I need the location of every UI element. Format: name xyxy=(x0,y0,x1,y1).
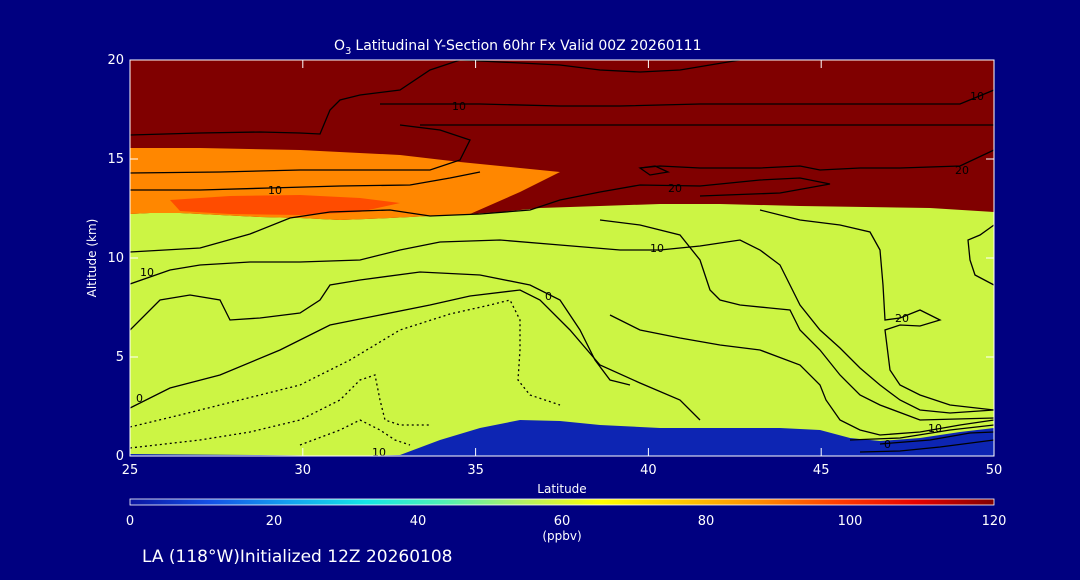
colorbar-tick-label: 40 xyxy=(410,514,427,529)
contour-lines xyxy=(130,60,994,453)
x-tick-label: 30 xyxy=(295,463,312,478)
contour-line xyxy=(638,165,671,176)
contour-line xyxy=(859,439,994,453)
contour-line xyxy=(130,289,701,421)
contour-line xyxy=(130,60,461,136)
colorbar-tick-label: 60 xyxy=(554,514,571,529)
y-tick-label: 10 xyxy=(107,251,124,266)
surface-terrain xyxy=(130,420,994,456)
contour-label: 20 xyxy=(895,312,909,325)
contour-label: 0 xyxy=(884,438,891,451)
contour-label: 0 xyxy=(136,392,143,405)
x-tick-label: 45 xyxy=(813,463,830,478)
contour-line xyxy=(879,431,994,445)
contour-line xyxy=(130,124,471,174)
y-tick-label: 5 xyxy=(116,350,124,365)
contour-label: 10 xyxy=(650,242,664,255)
contour-label: 10 xyxy=(452,100,466,113)
x-tick-label: 50 xyxy=(986,463,1003,478)
contour-label: 0 xyxy=(545,290,552,303)
y-tick-label: 20 xyxy=(107,53,124,68)
colorbar-tick-label: 0 xyxy=(126,514,134,529)
contour-label: 10 xyxy=(140,266,154,279)
y-axis-label: Altitude (km) xyxy=(85,219,99,298)
contour-line xyxy=(459,60,741,73)
contour-line xyxy=(130,299,561,428)
y-tick-label: 15 xyxy=(107,152,124,167)
title-text: Latitudinal Y-Section 60hr Fx Valid 00Z … xyxy=(355,38,701,54)
colorbar-label: (ppbv) xyxy=(542,529,581,543)
colorbar-tick-label: 80 xyxy=(698,514,715,529)
contour-label: 10 xyxy=(970,90,984,103)
contour-label-group: 10 10 10 0 10 20 10 20 20 10 0 0 10 xyxy=(136,90,984,459)
title-species-subscript: 3 xyxy=(345,46,351,57)
x-tick-label: 40 xyxy=(640,463,657,478)
colorbar-ticks: 0 20 40 60 80 100 120 xyxy=(126,514,1007,529)
x-axis-label: Latitude xyxy=(537,482,586,496)
colorbar-tick-label: 100 xyxy=(838,514,863,529)
x-tick-label: 25 xyxy=(122,463,139,478)
colorbar-tick-label: 20 xyxy=(266,514,283,529)
contour-label: 10 xyxy=(268,184,282,197)
contour-label: 10 xyxy=(372,446,386,459)
title-species: O xyxy=(334,38,345,54)
colorbar xyxy=(129,498,995,506)
y-axis: 0 5 10 15 20 xyxy=(107,53,994,464)
y-tick-label: 0 xyxy=(116,449,124,464)
contour-line xyxy=(130,239,994,414)
contour-line xyxy=(130,171,481,191)
contour-line xyxy=(759,209,994,411)
colorbar-tick-label: 120 xyxy=(982,514,1007,529)
contour-label: 10 xyxy=(928,422,942,435)
lower-stratosphere-core xyxy=(170,195,400,215)
contour-line xyxy=(380,89,994,107)
contour-line xyxy=(130,271,631,386)
contour-label: 20 xyxy=(668,182,682,195)
contour-line xyxy=(299,419,411,446)
contour-line xyxy=(599,219,994,421)
contour-line xyxy=(639,149,994,171)
chart-title: O3 Latitudinal Y-Section 60hr Fx Valid 00… xyxy=(334,38,701,57)
contour-line xyxy=(130,177,831,253)
x-axis: 25 30 35 40 45 50 xyxy=(122,60,1003,478)
contour-label: 20 xyxy=(955,164,969,177)
contour-line xyxy=(130,374,430,449)
contour-line xyxy=(967,224,994,286)
contour-line xyxy=(609,314,994,436)
x-tick-label: 35 xyxy=(467,463,484,478)
plot-area: 10 10 10 0 10 20 10 20 20 10 0 0 10 xyxy=(130,60,994,459)
contour-line xyxy=(849,424,994,441)
footer-text: LA (118°W)Initialized 12Z 20260108 xyxy=(142,547,452,567)
